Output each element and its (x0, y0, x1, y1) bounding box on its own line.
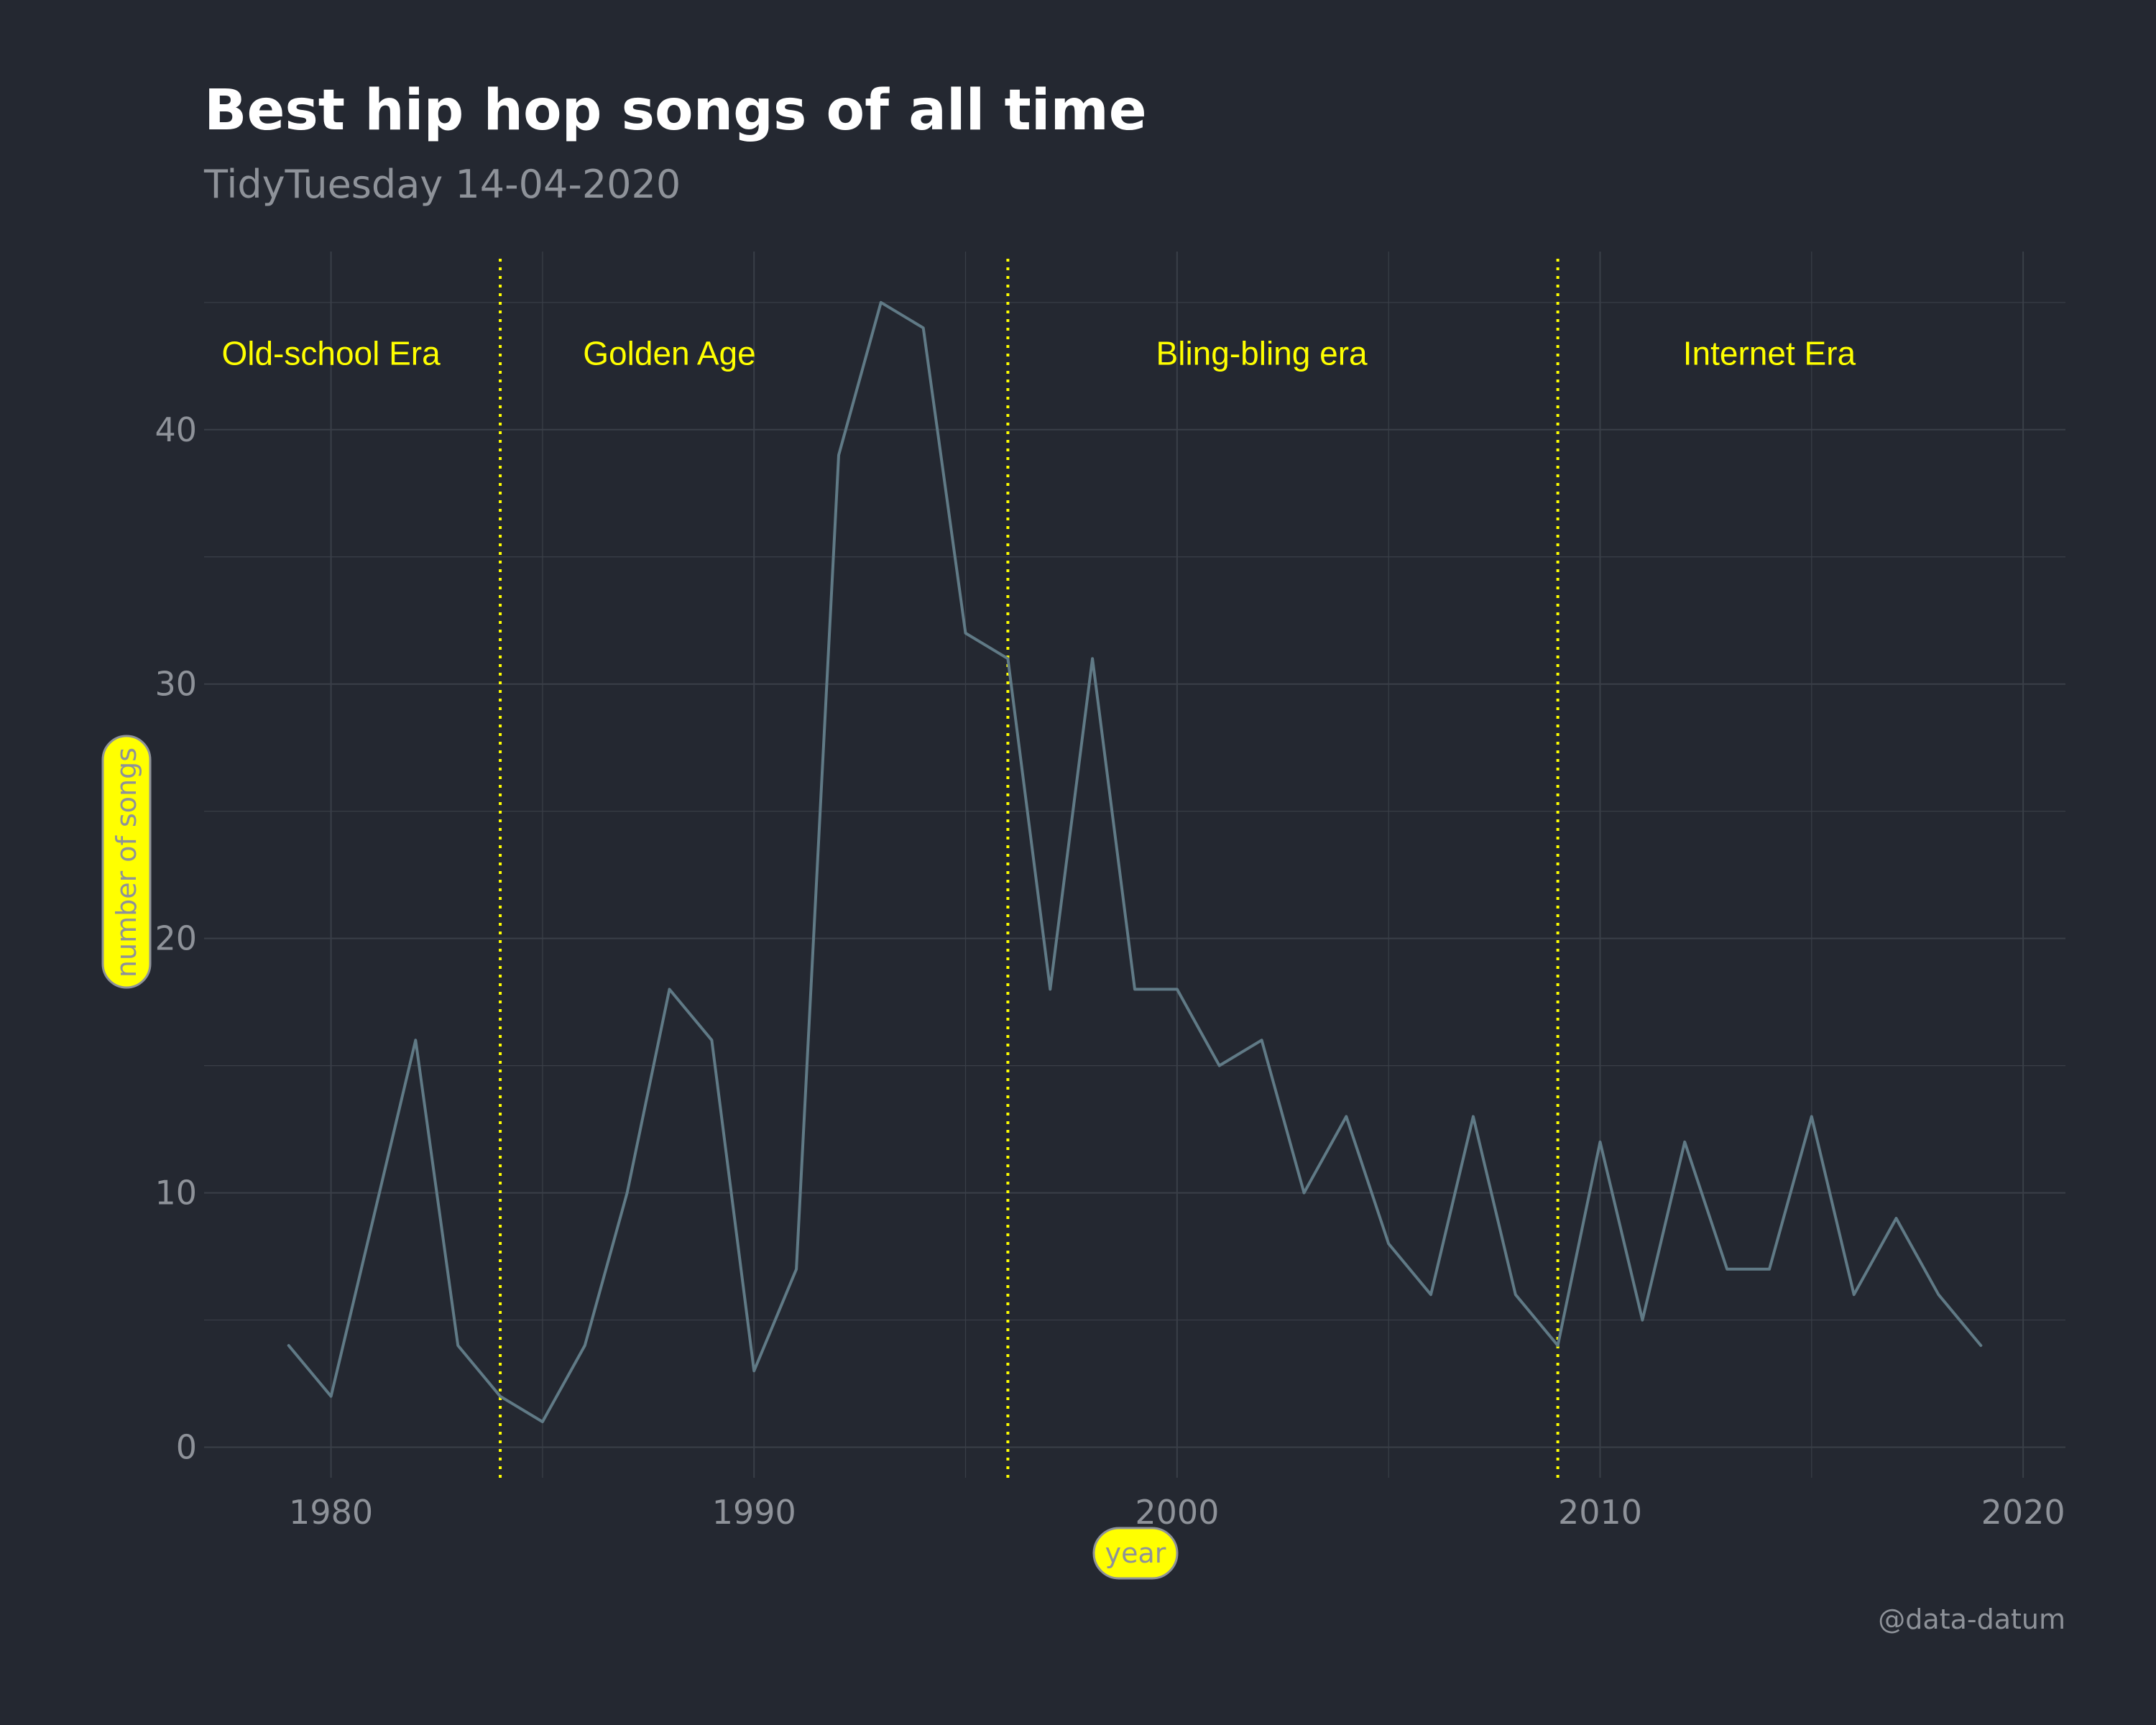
data-point (1049, 988, 1051, 990)
data-point (1388, 1243, 1389, 1244)
series-layer (287, 300, 1983, 1424)
era-label: Golden Age (583, 335, 755, 372)
data-point (1430, 1294, 1432, 1295)
y-tick-label: 30 (155, 665, 197, 704)
y-axis-ticks: 0 10 20 30 40 (155, 410, 197, 1467)
era-label: Internet Era (1683, 335, 1856, 372)
major-gridlines (204, 252, 2065, 1478)
data-point (288, 1345, 290, 1346)
data-point (1811, 1116, 1812, 1117)
y-tick-label: 20 (155, 919, 197, 958)
chart-subtitle: TidyTuesday 14-04-2020 (203, 162, 681, 207)
era-label: Old-school Era (221, 335, 441, 372)
data-point (1938, 1294, 1939, 1295)
y-tick-label: 10 (155, 1174, 197, 1213)
data-point (1092, 658, 1093, 659)
data-point (1261, 1039, 1263, 1041)
x-tick-label: 2010 (1558, 1493, 1642, 1532)
chart-title: Best hip hop songs of all time (204, 78, 1147, 143)
era-label: Bling-bling era (1156, 335, 1368, 372)
era-dividers (499, 259, 1560, 1478)
y-axis-title: number of songs (101, 735, 152, 989)
x-tick-label: 2000 (1135, 1493, 1219, 1532)
data-point (1515, 1294, 1516, 1295)
y-axis-title-box (101, 735, 152, 989)
x-axis-ticks: 1980 1990 2000 2010 2020 (289, 1493, 2065, 1532)
data-point (457, 1345, 459, 1346)
data-point (499, 1396, 501, 1397)
data-point (415, 1039, 416, 1041)
y-tick-label: 0 (176, 1428, 197, 1467)
x-axis-title-text: year (1105, 1537, 1166, 1569)
x-axis-title: year (1092, 1527, 1179, 1580)
x-tick-label: 1990 (712, 1493, 796, 1532)
data-point (669, 988, 670, 990)
minor-gridlines (204, 252, 2065, 1478)
x-tick-label: 2020 (1981, 1493, 2065, 1532)
data-point (1219, 1065, 1220, 1067)
data-point (584, 1345, 586, 1346)
y-axis-title-text: number of songs (111, 748, 142, 978)
data-point (711, 1039, 712, 1041)
data-point (965, 632, 967, 634)
data-point (1345, 1116, 1347, 1117)
data-point (1853, 1294, 1855, 1295)
data-point (1176, 988, 1178, 990)
data-point (838, 454, 839, 456)
caption: @data-datum (1878, 1604, 2065, 1635)
y-tick-label: 40 (155, 410, 197, 449)
data-point (880, 302, 882, 303)
era-labels: Old-school Era Golden Age Bling-bling era I… (221, 335, 1856, 372)
data-point (1557, 1345, 1559, 1346)
x-tick-label: 1980 (289, 1493, 373, 1532)
x-axis-title-box (1092, 1527, 1179, 1580)
